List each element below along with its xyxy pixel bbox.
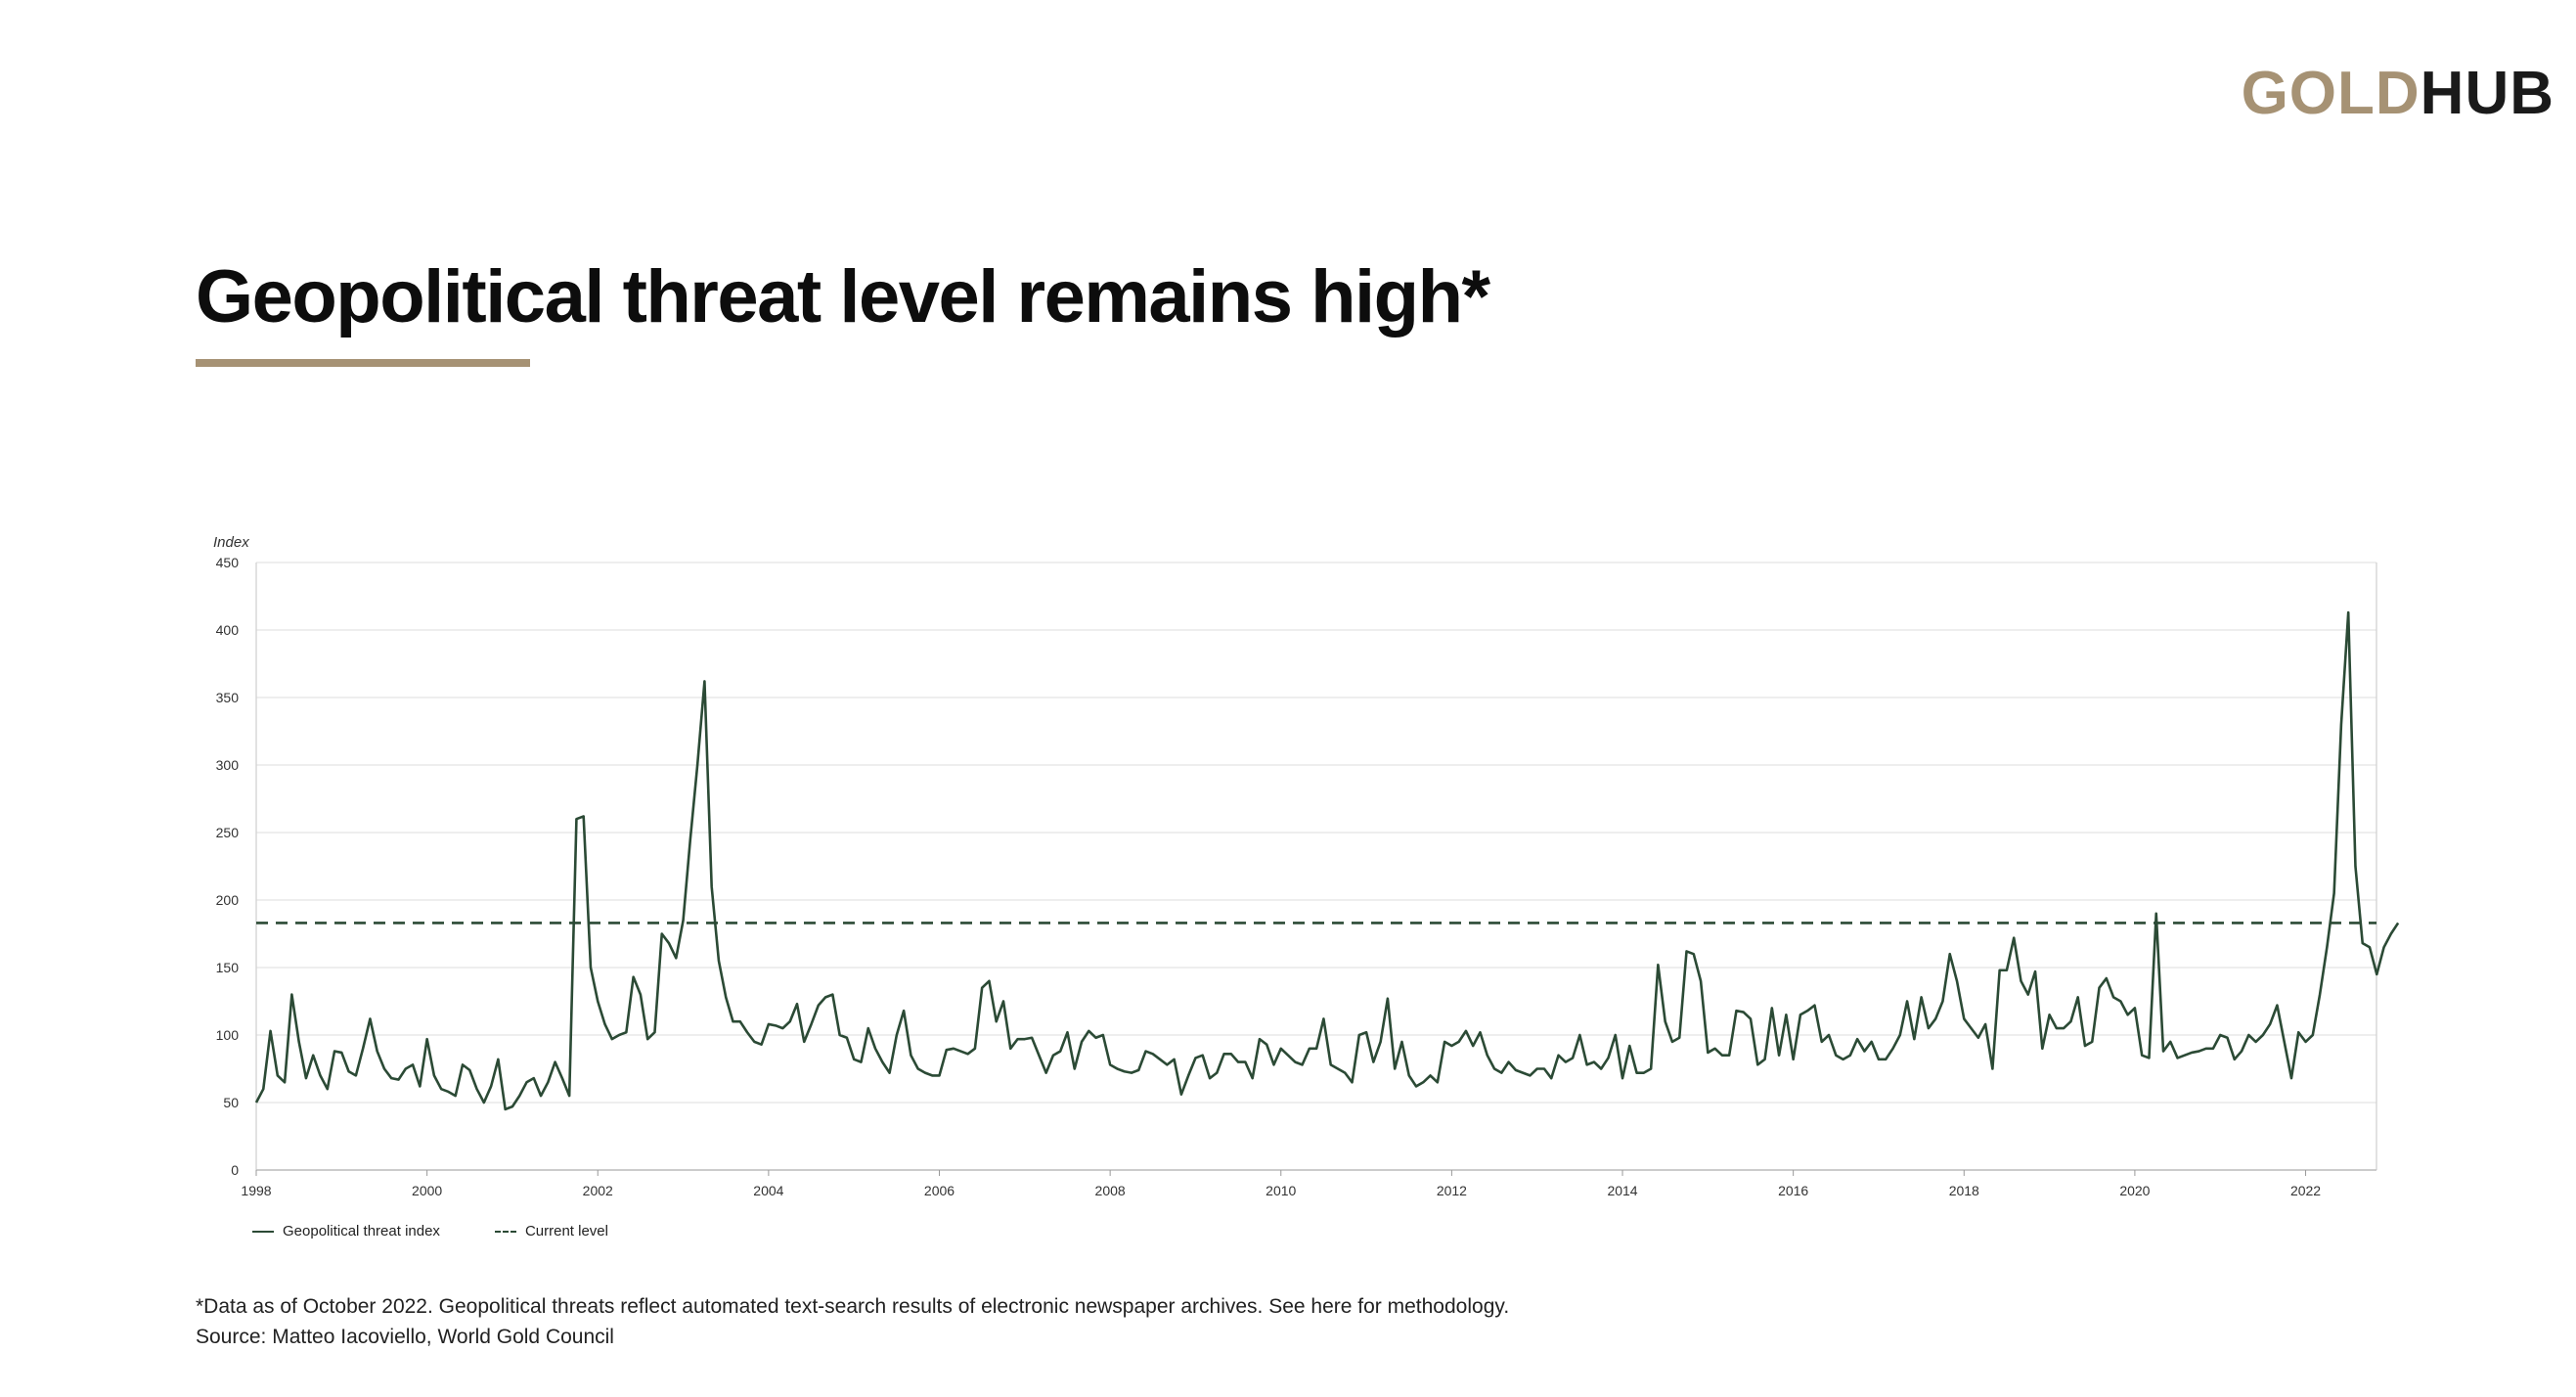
legend-item-current: Current level — [494, 1223, 608, 1239]
title-underline — [196, 359, 530, 367]
x-tick-label: 2016 — [1778, 1183, 1808, 1198]
y-tick-label: 50 — [223, 1095, 239, 1110]
x-tick-label: 2000 — [412, 1183, 442, 1198]
chart-legend: Geopolitical threat index Current level — [252, 1223, 663, 1239]
logo-hub-text: HUB — [2420, 60, 2554, 127]
footnote-text: *Data as of October 2022. Geopolitical t… — [196, 1295, 1510, 1318]
x-tick-label: 2020 — [2119, 1183, 2150, 1198]
legend-item-index: Geopolitical threat index — [252, 1223, 440, 1239]
goldhub-logo: GOLDHUB — [2242, 59, 2554, 128]
y-tick-label: 350 — [216, 690, 240, 705]
x-tick-label: 2010 — [1266, 1183, 1296, 1198]
x-tick-label: 1998 — [241, 1183, 271, 1198]
source-text: Source: Matteo Iacoviello, World Gold Co… — [196, 1326, 614, 1348]
y-tick-label: 200 — [216, 892, 240, 908]
chart-footnote: *Data as of October 2022. Geopolitical t… — [196, 1291, 1509, 1352]
legend-solid-swatch — [252, 1230, 274, 1233]
x-tick-label: 2004 — [753, 1183, 783, 1198]
x-tick-label: 2002 — [583, 1183, 613, 1198]
y-tick-label: 250 — [216, 825, 240, 840]
y-tick-label: 0 — [231, 1162, 239, 1178]
y-tick-label: 150 — [216, 960, 240, 975]
x-tick-label: 2022 — [2290, 1183, 2321, 1198]
series-line-geopolitical-threat-index — [254, 610, 2400, 1111]
x-tick-label: 2014 — [1607, 1183, 1637, 1198]
x-tick-label: 2012 — [1437, 1183, 1467, 1198]
y-axis-label: Index — [213, 534, 249, 551]
x-tick-label: 2018 — [1949, 1183, 1979, 1198]
y-tick-label: 450 — [216, 555, 240, 570]
legend-label-current: Current level — [524, 1223, 608, 1239]
y-tick-label: 300 — [216, 757, 240, 773]
legend-dash-swatch — [494, 1230, 516, 1233]
y-tick-label: 400 — [216, 622, 240, 638]
x-tick-label: 2006 — [924, 1183, 955, 1198]
line-chart: 0 50 100 150 200 250 300 350 400 450 Index 1998 2000… — [213, 534, 2400, 1198]
page-title: Geopolitical threat level remains high* — [196, 255, 1490, 338]
logo-gold-text: GOLD — [2241, 60, 2421, 127]
x-tick-label: 2008 — [1095, 1183, 1126, 1198]
y-tick-label: 100 — [216, 1027, 240, 1043]
legend-label-index: Geopolitical threat index — [283, 1223, 440, 1239]
